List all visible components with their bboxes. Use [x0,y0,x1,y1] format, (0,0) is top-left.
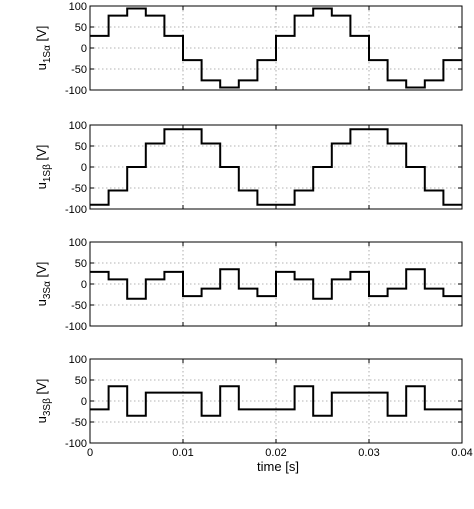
y-tick-label: 50 [75,375,87,387]
chart-panel-3: -100 -50 0 50 100 u3Sα [V] [34,237,463,333]
y-tick-label: 0 [81,162,87,174]
x-axis-label: time [s] [257,459,299,474]
y-axis-label: u1Sα [V] [34,26,53,71]
y-tick-label: -50 [71,300,87,312]
x-tick-label: 0.04 [451,447,472,459]
y-tick-label: -50 [71,183,87,195]
y-tick-label: 50 [75,141,87,153]
y-tick-label: 100 [69,1,87,13]
y-axis-label: u1Sβ [V] [34,145,53,190]
chart-panel-4: -100 -50 0 50 100 0 0.01 0.02 0.03 0.04 u3Sβ [V] ti… [34,354,473,474]
y-tick-label: -50 [71,64,87,76]
y-tick-label: 100 [69,120,87,132]
y-tick-label: 50 [75,22,87,34]
y-tick-label: 0 [81,279,87,291]
series-line [90,385,462,417]
x-tick-label: 0.02 [265,447,286,459]
y-tick-label: -100 [65,321,87,333]
y-tick-label: -50 [71,417,87,429]
series-line [90,268,462,300]
chart-panel-2: -100 -50 0 50 100 u1Sβ [V] [34,120,463,216]
x-tick-label: 0.01 [172,447,193,459]
y-tick-label: 0 [81,396,87,408]
series-line [90,7,462,89]
y-axis-label: u3Sβ [V] [34,379,53,424]
x-tick-label: 0 [87,447,93,459]
y-tick-label: 0 [81,43,87,55]
y-tick-label: 50 [75,258,87,270]
series-line [90,128,462,206]
chart-panel-1: -100 -50 0 50 100 u1Sα [V] [34,1,463,97]
y-tick-label: -100 [65,85,87,97]
y-tick-label: 100 [69,237,87,249]
y-tick-label: 100 [69,354,87,366]
y-tick-label: -100 [65,204,87,216]
y-axis-label: u3Sα [V] [34,262,53,307]
x-tick-label: 0.03 [358,447,379,459]
y-tick-label: -100 [65,438,87,450]
